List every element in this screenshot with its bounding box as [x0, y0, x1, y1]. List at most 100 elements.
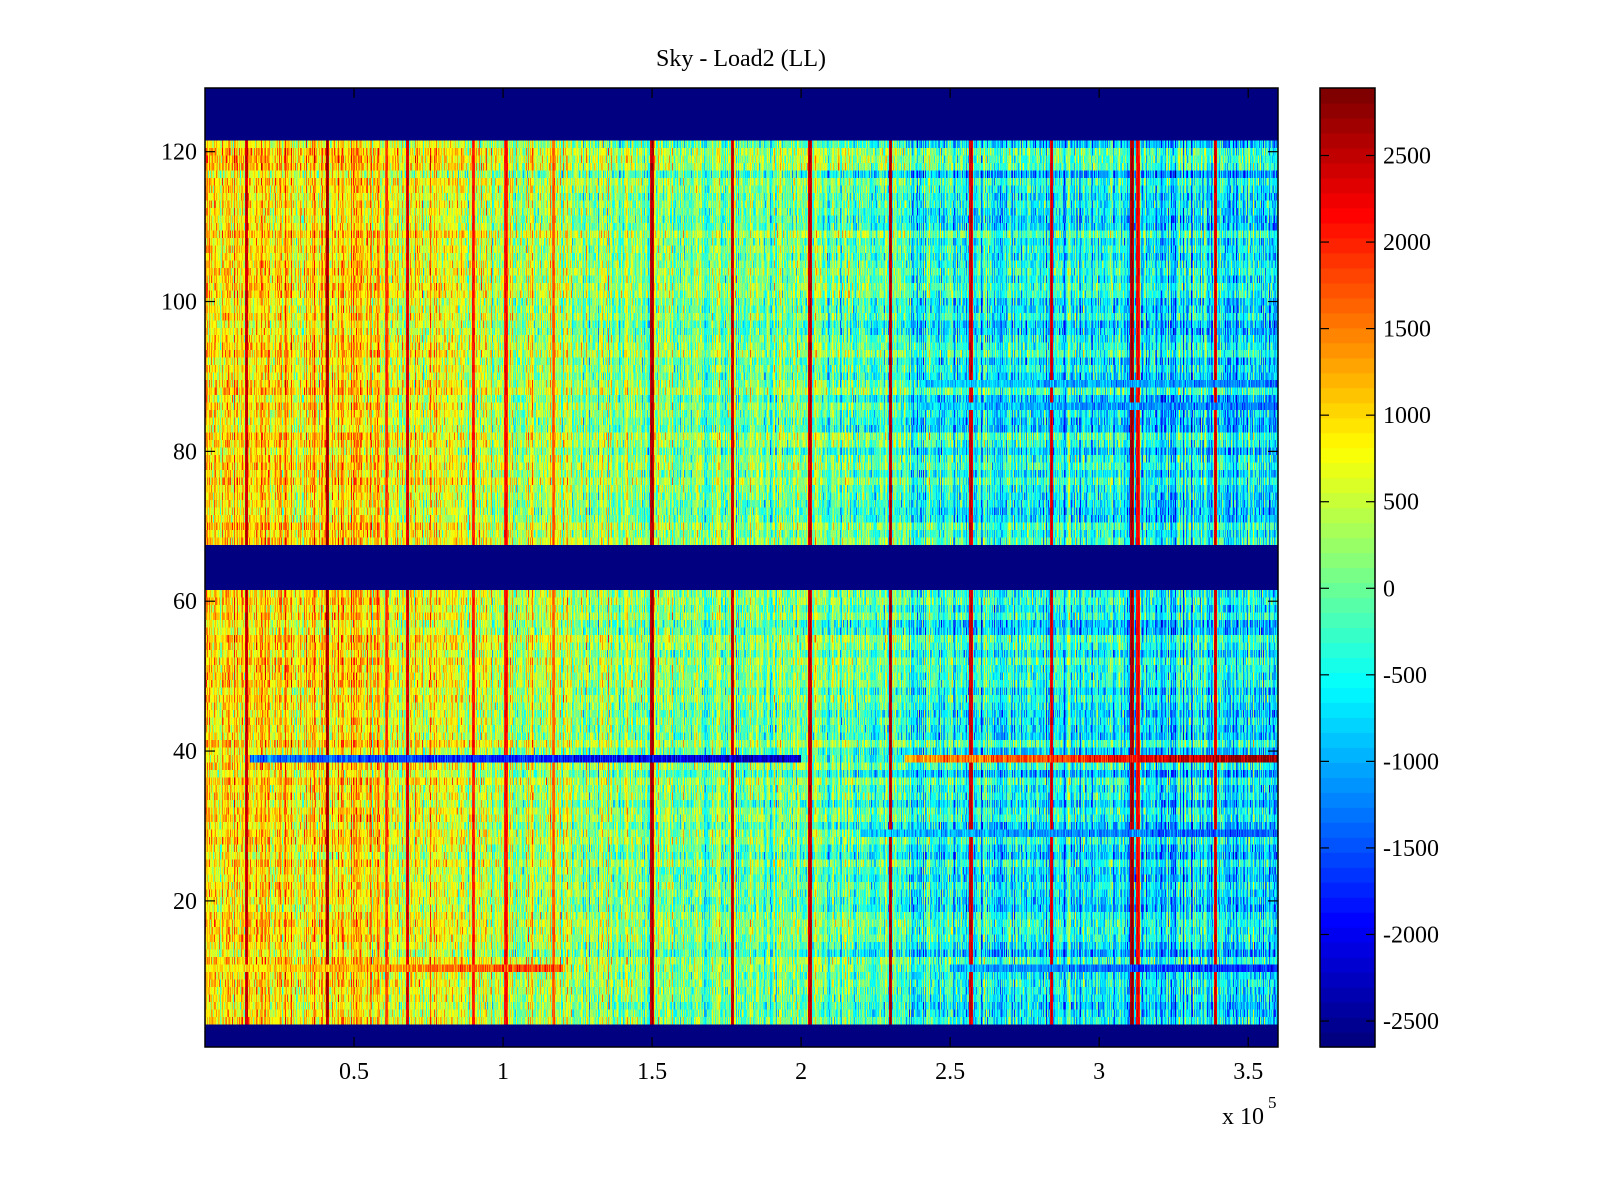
- colorbar-step: [1320, 88, 1375, 104]
- colorbar-step: [1320, 777, 1375, 793]
- colorbar-tick-label: -2500: [1383, 1009, 1439, 1035]
- colorbar-tick-label: 1500: [1383, 317, 1431, 343]
- x-tick-label: 1: [497, 1059, 509, 1085]
- x-axis: 0.5 1 1.5 2 2.5 3 3.5: [339, 88, 1263, 1085]
- colorbar-step: [1320, 387, 1375, 404]
- colorbar: 2500 2000 1500 1000 500 0 -500 -1000 -1500 -2000 -…: [1319, 87, 1439, 1048]
- colorbar-step: [1320, 882, 1375, 898]
- colorbar-step: [1320, 837, 1375, 853]
- y-tick-label: 40: [173, 739, 197, 765]
- y-tick-label: 60: [173, 589, 197, 615]
- colorbar-step: [1320, 492, 1375, 509]
- colorbar-step: [1320, 177, 1375, 194]
- x-exponent-power: 5: [1268, 1093, 1277, 1112]
- colorbar-step: [1320, 117, 1375, 134]
- colorbar-tick-label: -2000: [1383, 922, 1439, 948]
- colorbar-step: [1320, 807, 1375, 823]
- x-tick-label: 2: [795, 1059, 807, 1085]
- y-axis: 20 40 60 80 100 120: [161, 140, 1278, 915]
- x-exponent-label: x 10: [1222, 1104, 1264, 1130]
- colorbar-step: [1320, 342, 1375, 359]
- colorbar-step: [1320, 912, 1375, 928]
- colorbar-step: [1320, 192, 1375, 209]
- colorbar-step: [1320, 147, 1375, 164]
- colorbar-tick-label: 1000: [1383, 403, 1431, 429]
- colorbar-step: [1320, 417, 1375, 434]
- colorbar-tick-label: 2000: [1383, 230, 1431, 256]
- colorbar-step: [1320, 612, 1375, 629]
- colorbar-step: [1320, 732, 1375, 748]
- colorbar-step: [1320, 537, 1375, 554]
- colorbar-step: [1320, 132, 1375, 149]
- y-tick-label: 80: [173, 439, 197, 465]
- colorbar-step: [1320, 522, 1375, 539]
- colorbar-step: [1320, 642, 1375, 659]
- colorbar-step: [1320, 672, 1375, 688]
- colorbar-tick-label: 500: [1383, 490, 1419, 516]
- colorbar-step: [1320, 897, 1375, 913]
- colorbar-step: [1320, 552, 1375, 569]
- colorbar-step: [1320, 852, 1375, 868]
- colorbar-step: [1320, 717, 1375, 733]
- x-tick-label: 3: [1093, 1059, 1105, 1085]
- colorbar-step: [1320, 432, 1375, 449]
- colorbar-step: [1320, 462, 1375, 479]
- colorbar-step: [1320, 312, 1375, 329]
- colorbar-step: [1320, 252, 1375, 269]
- x-tick-label: 0.5: [339, 1059, 369, 1085]
- colorbar-step: [1320, 372, 1375, 389]
- colorbar-step: [1320, 567, 1375, 584]
- y-tick-label: 100: [161, 290, 197, 316]
- plot-frame: [204, 87, 1279, 1048]
- colorbar-step: [1320, 357, 1375, 374]
- colorbar-tick-label: -1000: [1383, 749, 1439, 775]
- y-tick-label: 120: [161, 140, 197, 166]
- colorbar-step: [1320, 267, 1375, 284]
- colorbar-tick-label: 2500: [1383, 144, 1431, 170]
- colorbar-step: [1320, 1002, 1375, 1018]
- colorbar-step: [1320, 1017, 1375, 1033]
- colorbar-step: [1320, 822, 1375, 838]
- colorbar-step: [1320, 792, 1375, 808]
- colorbar-step: [1320, 582, 1375, 599]
- colorbar-step: [1320, 447, 1375, 464]
- colorbar-step: [1320, 942, 1375, 958]
- colorbar-step: [1320, 972, 1375, 988]
- colorbar-tick-label: -1500: [1383, 836, 1439, 862]
- colorbar-ticks: 2500 2000 1500 1000 500 0 -500 -1000 -1500 -2000 -…: [1320, 144, 1439, 1035]
- colorbar-step: [1320, 597, 1375, 614]
- x-tick-label: 1.5: [637, 1059, 667, 1085]
- colorbar-step: [1320, 762, 1375, 778]
- heatmap-plot-area: 20 40 60 80 100 120 0.5 1 1.5 2 2.5 3 3.5: [161, 87, 1279, 1085]
- colorbar-step: [1320, 867, 1375, 883]
- x-tick-label: 3.5: [1233, 1059, 1263, 1085]
- colorbar-step: [1320, 207, 1375, 224]
- colorbar-step: [1320, 927, 1375, 943]
- x-exponent: x 10 5: [1222, 1093, 1277, 1130]
- colorbar-step: [1320, 297, 1375, 314]
- y-tick-label: 20: [173, 889, 197, 915]
- colorbar-step: [1320, 477, 1375, 494]
- colorbar-gradient: [1320, 88, 1375, 1048]
- colorbar-step: [1320, 1032, 1375, 1048]
- colorbar-tick-label: -500: [1383, 663, 1427, 689]
- colorbar-step: [1320, 747, 1375, 763]
- colorbar-step: [1320, 102, 1375, 119]
- colorbar-frame: [1319, 87, 1376, 1048]
- colorbar-step: [1320, 162, 1375, 179]
- colorbar-step: [1320, 702, 1375, 718]
- colorbar-step: [1320, 507, 1375, 524]
- colorbar-step: [1320, 957, 1375, 973]
- colorbar-step: [1320, 657, 1375, 673]
- heatmap-image: [205, 88, 1278, 1047]
- colorbar-tick-label: 0: [1383, 576, 1395, 602]
- x-tick-label: 2.5: [935, 1059, 965, 1085]
- colorbar-step: [1320, 237, 1375, 254]
- colorbar-step: [1320, 687, 1375, 703]
- colorbar-step: [1320, 222, 1375, 239]
- chart-title: Sky - Load2 (LL): [656, 46, 826, 72]
- colorbar-step: [1320, 402, 1375, 419]
- colorbar-step: [1320, 627, 1375, 644]
- colorbar-step: [1320, 327, 1375, 344]
